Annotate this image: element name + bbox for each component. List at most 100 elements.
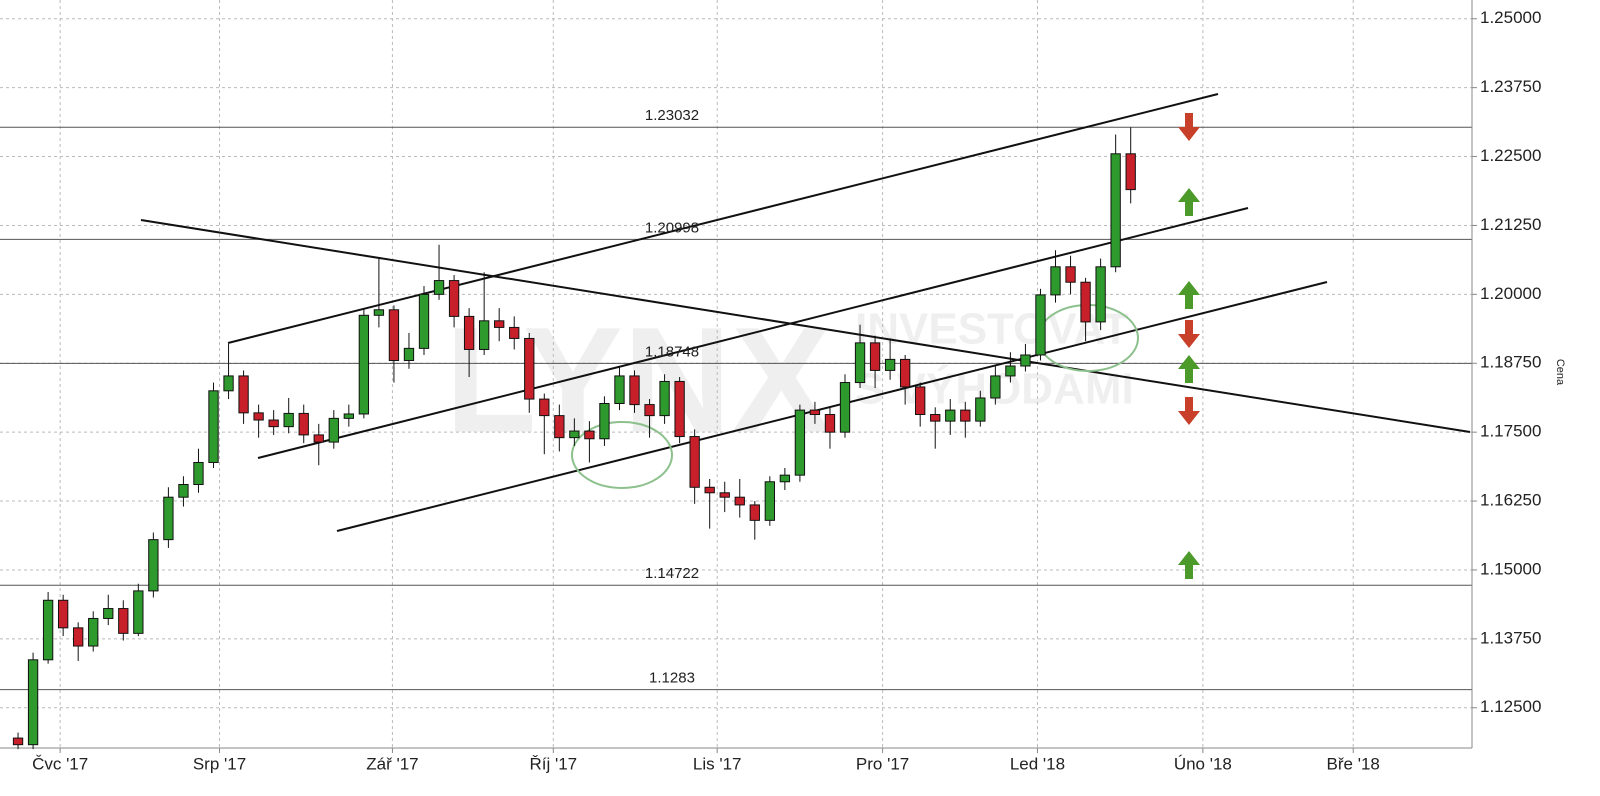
- candle-body: [915, 386, 926, 416]
- annotations: [140, 93, 1471, 579]
- candle-body: [73, 627, 84, 647]
- candle-body: [373, 309, 385, 316]
- candle-body: [524, 337, 535, 400]
- candle-body: [12, 737, 24, 746]
- candle-body: [253, 412, 264, 421]
- watermark: LYNX INVESTOVAT S VÝHODAMI: [445, 296, 1134, 464]
- candle-body: [975, 397, 986, 422]
- y-tick-label: 1.21250: [1480, 215, 1541, 234]
- candle-body: [418, 293, 430, 349]
- up-arrow: [1178, 281, 1200, 309]
- candle-body: [734, 496, 745, 506]
- candle-body: [328, 417, 339, 443]
- y-tick-label: 1.25000: [1480, 8, 1541, 27]
- candle-body: [689, 436, 700, 488]
- y-tick-label: 1.22500: [1480, 146, 1541, 165]
- candle-body: [283, 412, 294, 428]
- candle-body: [57, 599, 69, 629]
- x-tick-label: Pro '17: [856, 754, 909, 773]
- candle-body: [659, 380, 670, 417]
- down-arrow: [1178, 397, 1200, 425]
- candle-body: [42, 599, 54, 661]
- candle-body: [809, 409, 821, 416]
- candle-body: [1110, 153, 1121, 268]
- candle-body: [779, 474, 791, 483]
- y-tick-label: 1.13750: [1480, 628, 1541, 647]
- candle-body: [178, 484, 189, 498]
- level-label: 1.20998: [645, 219, 699, 236]
- y-tick-label: 1.18750: [1480, 353, 1541, 372]
- candle-body: [298, 412, 309, 436]
- up-arrow: [1178, 355, 1200, 383]
- level-label: 1.23032: [645, 107, 699, 124]
- candle-body: [403, 347, 415, 361]
- candle-body: [1095, 266, 1106, 323]
- candle-body: [719, 492, 730, 498]
- candle-body: [945, 409, 956, 422]
- candle-body: [268, 419, 279, 428]
- x-tick-label: Srp '17: [193, 754, 246, 773]
- candle-body: [749, 504, 760, 521]
- candle-body: [478, 320, 490, 350]
- candle-body: [358, 314, 370, 415]
- down-arrow: [1178, 320, 1200, 348]
- candle-body: [704, 486, 715, 494]
- candle-body: [208, 390, 219, 463]
- x-tick-label: Bře '18: [1327, 754, 1380, 773]
- candle-body: [148, 539, 159, 592]
- candle-body: [599, 402, 610, 440]
- axis-label: Cena: [1554, 359, 1566, 386]
- up-arrow: [1178, 188, 1200, 216]
- candle-body: [554, 415, 565, 439]
- x-tick-label: Led '18: [1010, 754, 1065, 773]
- x-tick-label: Říj '17: [529, 754, 577, 773]
- candle-body: [990, 375, 1001, 399]
- candle-body: [27, 659, 39, 746]
- candle-body: [433, 280, 445, 295]
- candle-body: [839, 382, 851, 433]
- x-tick-label: Lis '17: [693, 754, 742, 773]
- candle-body: [223, 375, 234, 392]
- candle-body: [764, 481, 775, 521]
- x-tick-label: Čvc '17: [32, 754, 88, 773]
- candle-body: [884, 358, 896, 371]
- candle-body: [448, 280, 460, 317]
- candle-body: [1080, 281, 1091, 323]
- candle-body: [539, 398, 550, 417]
- x-tick-label: Úno '18: [1174, 754, 1232, 773]
- candle-body: [238, 375, 249, 414]
- y-tick-label: 1.17500: [1480, 422, 1541, 441]
- candle-body: [794, 409, 806, 476]
- candle-body: [869, 342, 881, 371]
- candle-body: [644, 404, 655, 417]
- y-tick-label: 1.23750: [1480, 77, 1541, 96]
- candle-body: [614, 375, 625, 404]
- candle-body: [118, 608, 129, 634]
- level-label: 1.14722: [645, 565, 699, 582]
- highlight-ellipse: [571, 421, 673, 489]
- trend-line: [227, 93, 1219, 344]
- candle-body: [569, 430, 580, 439]
- candle-body: [133, 590, 144, 634]
- trend-line: [140, 219, 1471, 433]
- candle-body: [343, 413, 354, 419]
- candle-body: [463, 315, 475, 350]
- level-label: 1.1283: [649, 670, 695, 687]
- candle-body: [1005, 365, 1016, 377]
- candle-body: [1125, 153, 1136, 191]
- down-arrows: [1178, 113, 1200, 425]
- trend-line: [257, 207, 1249, 459]
- candle-body: [674, 380, 685, 438]
- candle-body: [313, 434, 324, 443]
- candle-body: [629, 375, 640, 406]
- candle-body: [1020, 354, 1031, 367]
- candle-body: [960, 409, 971, 422]
- candle-body: [824, 414, 836, 433]
- candle-body: [930, 414, 941, 422]
- y-tick-label: 1.12500: [1480, 697, 1541, 716]
- x-tick-label: Zář '17: [366, 754, 418, 773]
- candle-body: [509, 326, 520, 339]
- level-label: 1.18748: [645, 343, 699, 360]
- trend-line: [336, 281, 1328, 532]
- candle-body: [1065, 266, 1076, 283]
